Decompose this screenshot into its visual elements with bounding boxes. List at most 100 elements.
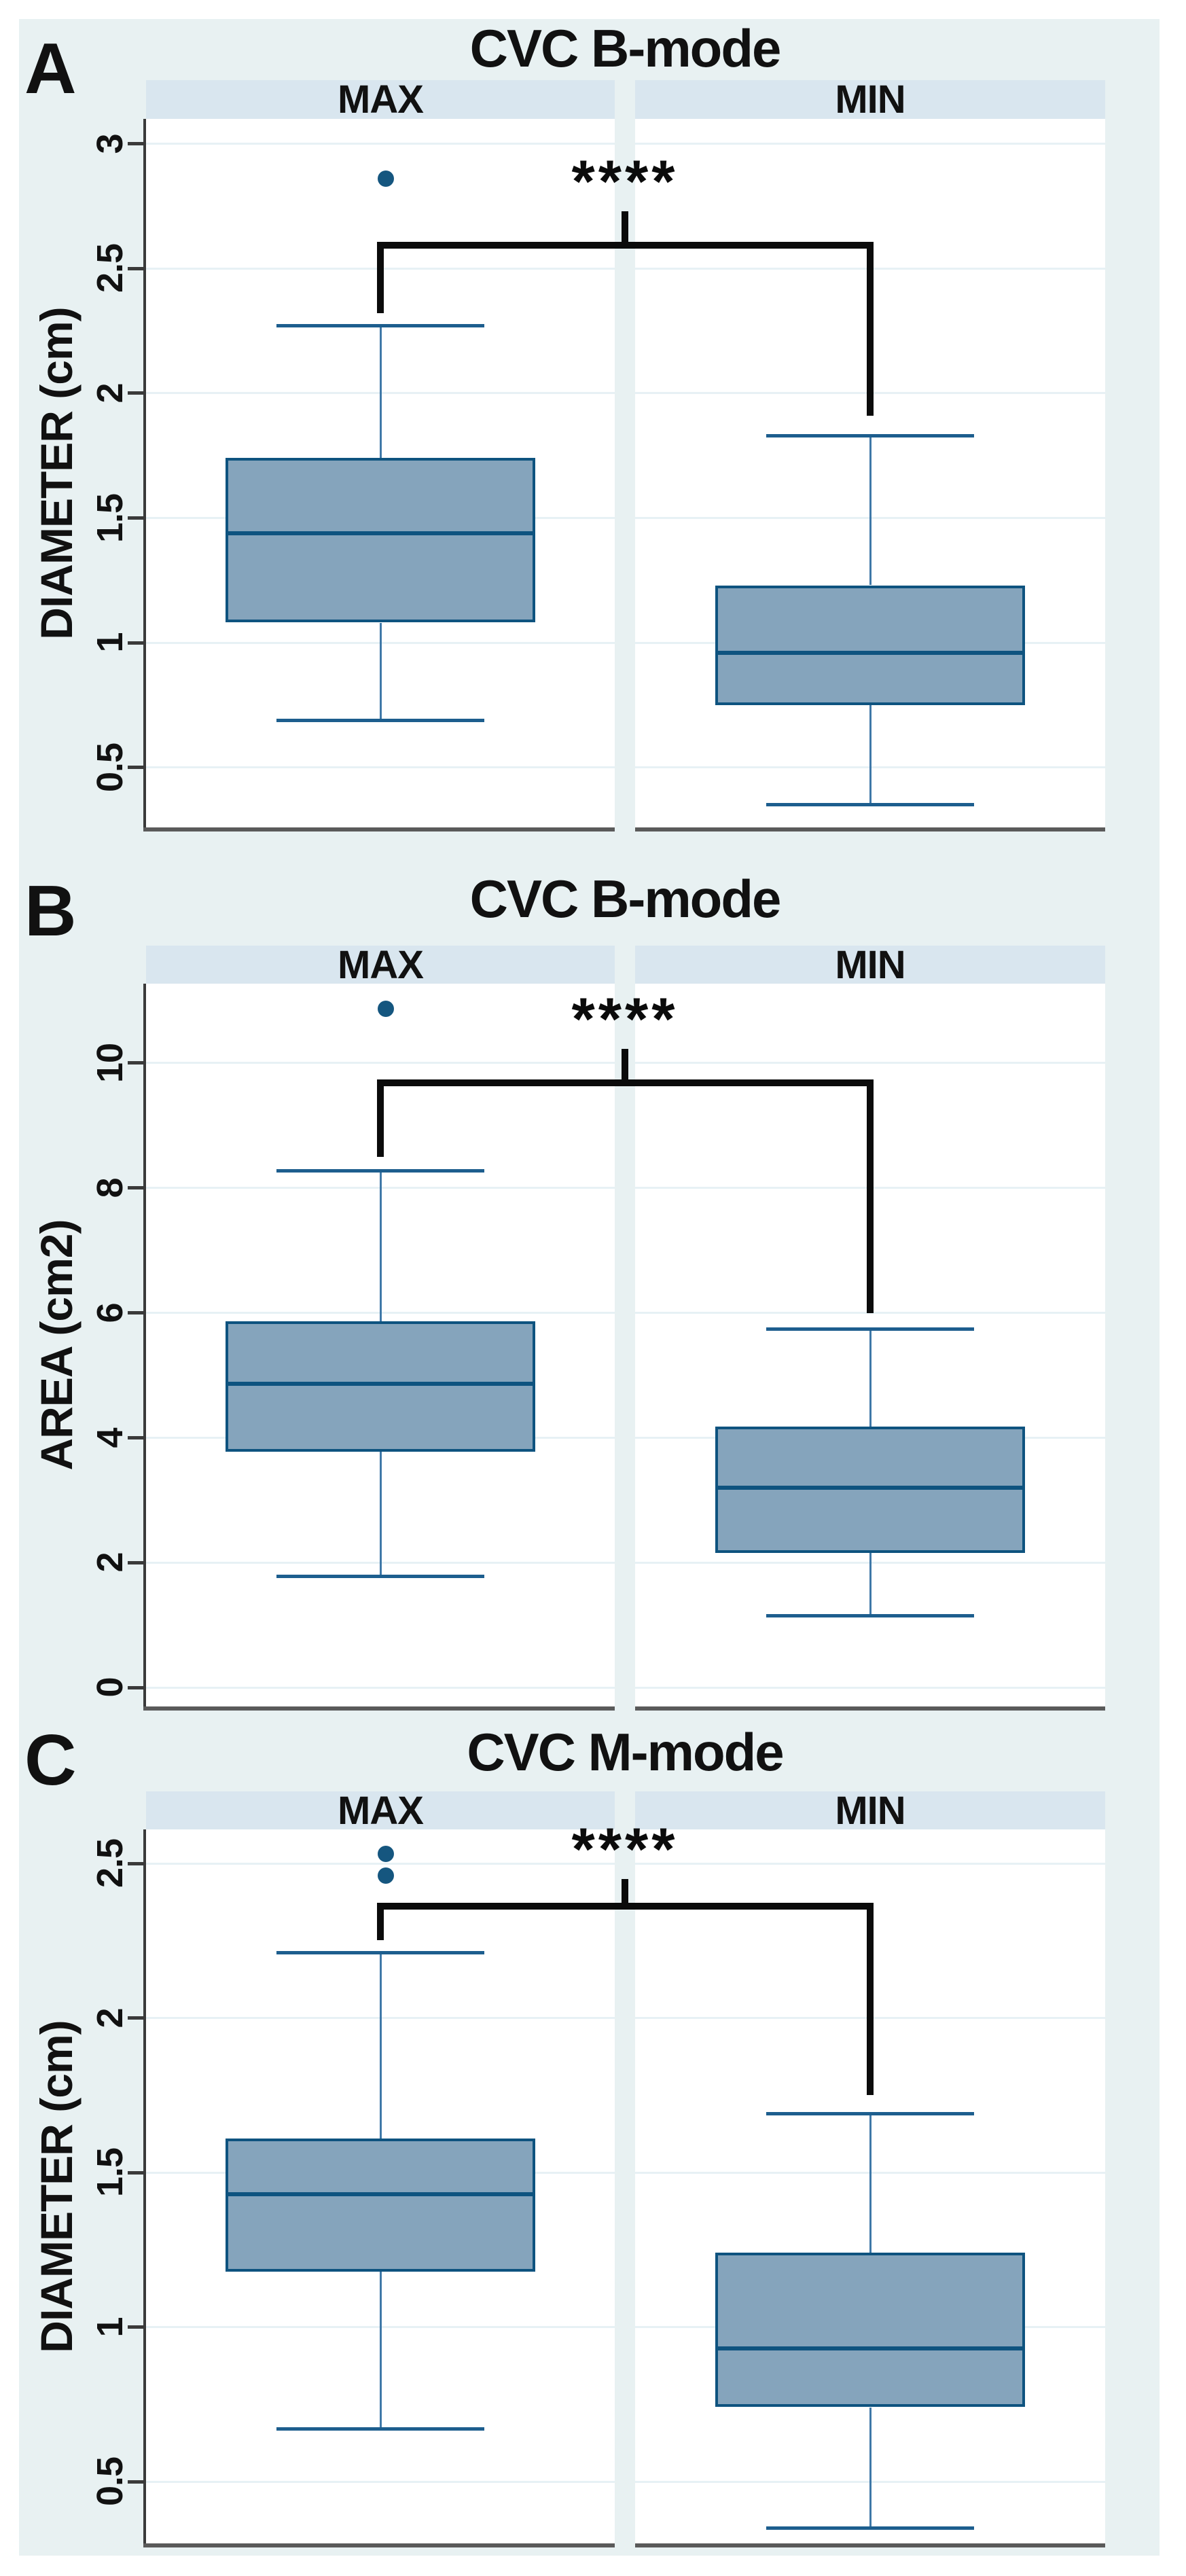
whisker-cap-lower [276, 1575, 484, 1578]
y-tick-mark [128, 2325, 143, 2329]
median-line [718, 651, 1022, 655]
whisker-lower-stem [380, 1452, 382, 1577]
column-header-min: MIN [835, 1789, 905, 1833]
sig-bracket-horizontal [377, 1079, 874, 1086]
column-header-band [146, 946, 615, 984]
y-tick-label: 0.5 [90, 743, 130, 793]
sig-bracket-right-stem [867, 249, 874, 416]
y-axis-line [143, 119, 146, 827]
whisker-upper-stem [869, 1329, 871, 1427]
y-tick-mark [128, 2480, 143, 2484]
gridline [635, 1687, 1105, 1689]
whisker-cap-upper [766, 1327, 974, 1331]
panel-title: CVC B-mode [469, 869, 782, 929]
y-tick-mark [128, 1561, 143, 1564]
gridline [635, 1863, 1105, 1865]
whisker-cap-upper [276, 324, 484, 327]
sig-bracket-right-stem [867, 1910, 874, 2095]
median-line [718, 2346, 1022, 2350]
y-tick-mark [128, 516, 143, 520]
whisker-cap-lower [766, 1614, 974, 1617]
y-tick-mark [128, 2171, 143, 2175]
panel-label: C [24, 1720, 77, 1800]
sig-bracket-center-stem [622, 1879, 628, 1904]
whisker-lower-stem [869, 2408, 871, 2528]
gridline [146, 1687, 615, 1689]
column-header-max: MAX [338, 77, 424, 122]
y-tick-label: 2.5 [90, 243, 130, 293]
outlier-dot [378, 1001, 394, 1017]
y-axis-label: AREA (cm2) [31, 1219, 82, 1471]
median-line [228, 2192, 533, 2196]
outlier-dot [378, 1846, 394, 1862]
y-tick-mark [128, 641, 143, 645]
y-tick-mark [128, 1311, 143, 1314]
whisker-lower-stem [380, 2272, 382, 2429]
y-tick-label: 2 [90, 2008, 130, 2028]
y-tick-label: 3 [90, 134, 130, 154]
whisker-lower-stem [380, 623, 382, 720]
figure-background: A CVC B-mode MAX MIN 3 2.5 2 1.5 1 0.5 DIAMETER (c… [19, 19, 1160, 2556]
sig-bracket-left-stem [377, 249, 384, 313]
y-tick-mark [128, 1862, 143, 1865]
y-axis-label: DIAMETER (cm) [31, 307, 82, 640]
y-tick-mark [128, 1061, 143, 1065]
x-axis-line [635, 1706, 1105, 1711]
panel-label: B [24, 871, 77, 951]
whisker-cap-upper [276, 1951, 484, 1954]
whisker-upper-stem [380, 1953, 382, 2139]
y-tick-label: 2 [90, 1552, 130, 1573]
whisker-upper-stem [869, 2114, 871, 2253]
y-axis-line [143, 1829, 146, 2543]
y-tick-label: 1.5 [90, 493, 130, 543]
gridline [146, 1062, 615, 1064]
y-tick-mark [128, 2016, 143, 2020]
box-iqr [715, 586, 1025, 705]
significance-stars: **** [571, 147, 679, 215]
y-axis-line [143, 984, 146, 1706]
whisker-upper-stem [869, 435, 871, 585]
outlier-dot [378, 171, 394, 187]
x-axis-line [635, 2543, 1105, 2547]
y-tick-label: 1.5 [90, 2147, 130, 2198]
column-header-max: MAX [338, 943, 424, 987]
gridline [146, 2481, 615, 2483]
y-tick-mark [128, 142, 143, 145]
y-tick-label: 2 [90, 383, 130, 404]
column-header-band [635, 946, 1105, 984]
box-iqr [715, 2253, 1025, 2407]
whisker-cap-lower [766, 2526, 974, 2530]
whisker-upper-stem [380, 326, 382, 459]
median-line [718, 1486, 1022, 1490]
y-tick-mark [128, 766, 143, 769]
gridline [146, 143, 615, 145]
y-tick-mark [128, 267, 143, 270]
y-tick-mark [128, 1686, 143, 1689]
panel-label: A [24, 29, 77, 109]
column-header-band [635, 1791, 1105, 1830]
column-header-min: MIN [835, 943, 905, 987]
gridline [635, 1062, 1105, 1064]
sig-bracket-center-stem [622, 211, 628, 243]
whisker-upper-stem [380, 1171, 382, 1321]
x-axis-line [143, 1706, 615, 1711]
sig-bracket-center-stem [622, 1049, 628, 1081]
column-header-max: MAX [338, 1789, 424, 1833]
median-line [228, 531, 533, 535]
panel-title: CVC B-mode [469, 18, 782, 78]
gridline [146, 766, 615, 768]
median-line [228, 1382, 533, 1386]
x-axis-line [635, 827, 1105, 831]
box-iqr [715, 1427, 1025, 1553]
outlier-dot [378, 1867, 394, 1884]
sig-bracket-left-stem [377, 1086, 384, 1157]
y-tick-label: 2.5 [90, 1838, 130, 1889]
whisker-cap-lower [276, 2427, 484, 2431]
sig-bracket-left-stem [377, 1910, 384, 1940]
column-header-min: MIN [835, 77, 905, 122]
sig-bracket-horizontal [377, 242, 874, 249]
y-tick-label: 10 [90, 1043, 130, 1084]
y-tick-label: 1 [90, 632, 130, 653]
column-header-band [146, 1791, 615, 1830]
